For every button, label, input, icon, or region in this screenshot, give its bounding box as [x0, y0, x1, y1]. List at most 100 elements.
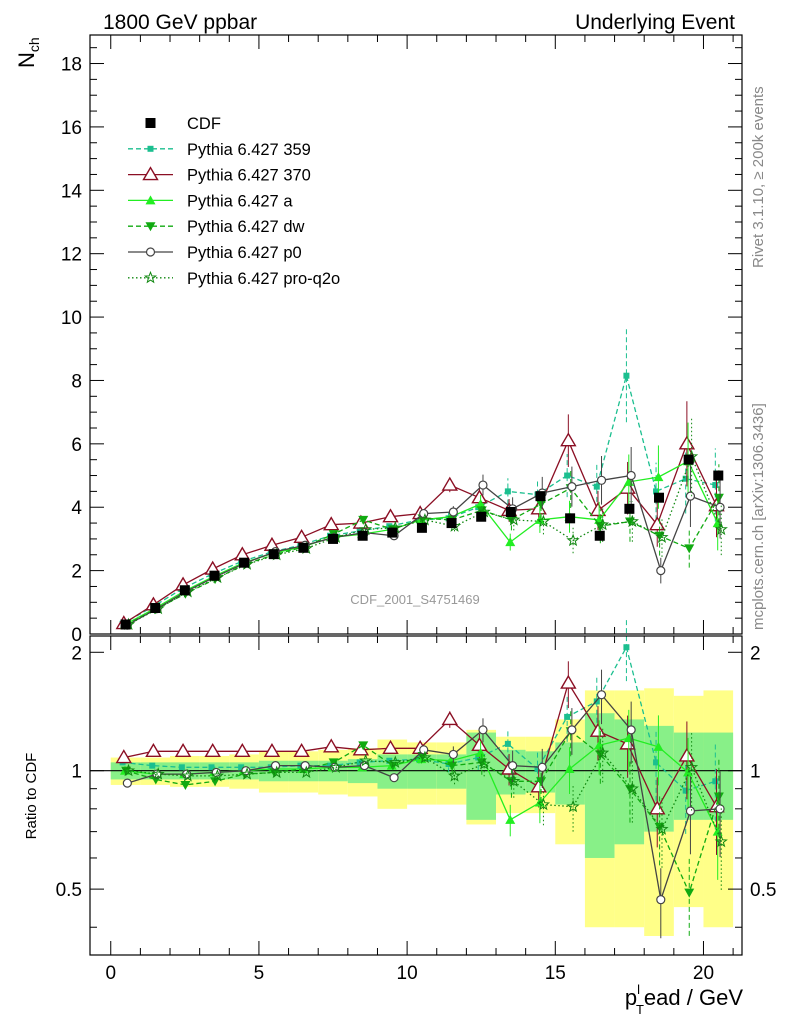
ratio-point	[441, 711, 459, 726]
ratio-point	[475, 754, 482, 761]
series-point	[293, 528, 310, 544]
series-point	[507, 513, 521, 526]
ratio-point	[145, 742, 162, 758]
series-point	[713, 493, 724, 503]
data-point	[328, 533, 339, 544]
data-point	[179, 585, 190, 596]
series-point	[682, 475, 689, 482]
series-point	[564, 472, 571, 479]
legend-label: Pythia 6.427 a	[187, 192, 293, 210]
ratio-point	[419, 745, 429, 755]
lower-y-tick-label-right: 2	[750, 643, 761, 664]
lower-y-tick-label-right: 1	[750, 762, 761, 783]
legend-entry: Pythia 6.427 dw	[128, 218, 304, 236]
lower-y-tick-label-right: 0.5	[750, 880, 776, 901]
ratio-point	[475, 747, 486, 757]
series-point	[654, 531, 665, 541]
ratio-series-5	[121, 727, 728, 890]
data-point	[239, 557, 250, 568]
series-point	[504, 488, 511, 495]
ratio-point	[564, 713, 571, 720]
x-tick-label: 20	[693, 963, 714, 984]
data-point	[416, 522, 427, 533]
ratio-point	[270, 761, 281, 771]
data-point	[268, 549, 279, 560]
legend-entry: Pythia 6.427 p0	[128, 244, 302, 262]
series-point	[596, 475, 607, 485]
ratio-point	[122, 778, 132, 788]
ratio-point	[623, 644, 630, 651]
upper-y-axis-label-main: N	[14, 52, 39, 68]
series-point	[712, 482, 719, 489]
x-axis-label-main: p	[625, 985, 637, 1010]
series-point	[656, 566, 666, 576]
ratio-plot-panel: 0.5 0.51 12 20 5 10 15 20	[56, 618, 776, 984]
ratio-point	[389, 773, 399, 783]
ratio-point	[180, 780, 191, 790]
ratio-point	[560, 674, 577, 689]
series-point	[685, 491, 696, 501]
ratio-point	[240, 767, 254, 780]
data-point	[654, 492, 665, 503]
ratio-point	[293, 742, 310, 758]
ratio-point	[234, 742, 251, 758]
ratio-point	[299, 765, 314, 779]
legend-label: Pythia 6.427 dw	[187, 218, 304, 236]
data-point	[594, 530, 605, 541]
series-point	[715, 502, 725, 512]
ratio-point	[300, 761, 310, 771]
band-inner	[584, 713, 615, 858]
series-point	[476, 506, 487, 516]
series-point	[567, 482, 577, 492]
series-point	[560, 432, 577, 447]
data-point	[476, 511, 487, 522]
series-point	[655, 530, 669, 543]
data-point	[624, 503, 635, 514]
ratio-point	[263, 742, 281, 758]
legend-label: CDF	[187, 115, 221, 133]
uncertainty-bands	[110, 688, 734, 936]
x-tick-label: 5	[254, 963, 265, 984]
ratio-point	[536, 797, 551, 811]
ratio-point	[477, 757, 491, 770]
series-point	[678, 435, 696, 450]
upper-y-tick-label: 6	[71, 435, 82, 456]
ratio-point	[682, 787, 689, 794]
ratio-point	[238, 764, 245, 771]
mcplots-label: mcplots.cern.ch [arXiv:1306.3436]	[750, 403, 767, 630]
ratio-point	[507, 774, 521, 787]
band-inner	[644, 725, 674, 832]
analysis-label: CDF_2001_S4751469	[350, 592, 479, 607]
legend-entry: Pythia 6.427 370	[128, 166, 311, 185]
legend-marker	[142, 166, 159, 181]
ratio-point	[536, 777, 547, 787]
x-axis-label-sub: T	[636, 1002, 644, 1017]
ratio-point	[534, 765, 541, 772]
upper-y-tick-label: 2	[71, 562, 82, 583]
ratio-point	[684, 888, 695, 898]
ratio-point	[685, 760, 699, 773]
legend-label: Pythia 6.427 p0	[187, 244, 302, 262]
ratio-point	[181, 769, 195, 782]
series-point	[448, 507, 458, 517]
x-tick-label: 10	[397, 963, 418, 984]
x-axis-label-rest: ead / GeV	[644, 985, 743, 1010]
upper-y-tick-label: 16	[61, 118, 82, 139]
series-point	[323, 516, 340, 531]
ratio-point	[589, 722, 607, 737]
upper-y-tick-label: 18	[61, 55, 82, 76]
ratio-point	[504, 740, 511, 747]
ratio-point	[712, 778, 719, 785]
series-point	[536, 500, 547, 510]
legend-marker	[145, 118, 156, 128]
legend-label: Pythia 6.427 359	[187, 141, 311, 159]
series-point	[441, 476, 459, 491]
ratio-point	[448, 749, 458, 760]
lower-frame	[89, 635, 743, 956]
series-line-5	[128, 454, 722, 626]
ratio-point	[149, 762, 156, 769]
ratio-point	[567, 725, 577, 735]
ratio-point	[270, 765, 284, 779]
series-point	[536, 514, 551, 528]
series-point	[625, 514, 639, 528]
